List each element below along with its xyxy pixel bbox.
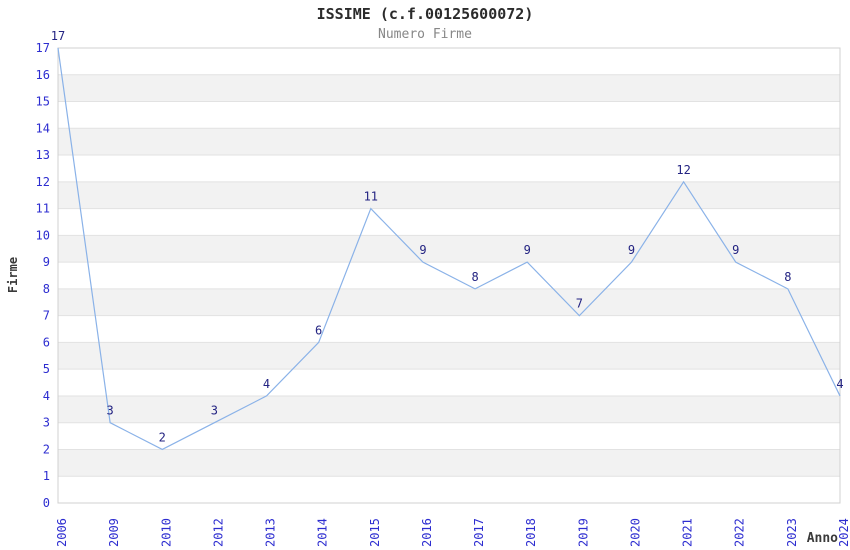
point-label: 2 <box>159 430 166 444</box>
grid-band <box>58 74 840 102</box>
chart-title: ISSIME (c.f.00125600072) <box>316 5 534 23</box>
y-tick-label: 8 <box>43 282 50 296</box>
x-tick-label: 2016 <box>420 518 434 547</box>
point-label: 3 <box>107 404 114 418</box>
point-label: 9 <box>524 243 531 257</box>
point-label: 12 <box>676 163 690 177</box>
x-tick-label: 2022 <box>733 518 747 547</box>
point-label: 9 <box>628 243 635 257</box>
y-tick-label: 4 <box>43 389 50 403</box>
point-label: 8 <box>471 270 478 284</box>
grid-band <box>58 181 840 209</box>
point-label: 11 <box>364 190 378 204</box>
x-tick-label: 2018 <box>524 518 538 547</box>
grid-band <box>58 288 840 316</box>
x-axis-title: Anno <box>806 531 838 546</box>
point-label: 8 <box>784 270 791 284</box>
y-tick-label: 6 <box>43 335 50 349</box>
point-label: 4 <box>263 377 270 391</box>
x-tick-label: 2013 <box>264 518 278 547</box>
x-tick-label: 2009 <box>107 518 121 547</box>
y-tick-label: 2 <box>43 442 50 456</box>
grid-band <box>58 235 840 263</box>
y-tick-label: 17 <box>36 41 50 55</box>
y-tick-label: 14 <box>36 121 50 135</box>
point-label: 17 <box>51 29 65 43</box>
x-tick-label: 2012 <box>211 518 225 547</box>
grid-band <box>58 395 840 423</box>
x-tick-label: 2024 <box>837 518 850 547</box>
x-tick-label: 2010 <box>159 518 173 547</box>
x-tick-label: 2021 <box>681 518 695 547</box>
y-tick-label: 12 <box>36 175 50 189</box>
chart-subtitle: Numero Firme <box>378 27 472 42</box>
grid-band <box>58 449 840 477</box>
y-tick-label: 15 <box>36 95 50 109</box>
data-line <box>57 47 841 451</box>
y-tick-label: 13 <box>36 148 50 162</box>
y-tick-label: 0 <box>43 496 50 510</box>
y-tick-label: 7 <box>43 309 50 323</box>
x-tick-label: 2015 <box>368 518 382 547</box>
y-tick-label: 5 <box>43 362 50 376</box>
x-tick-label: 2017 <box>472 518 486 547</box>
y-tick-label: 1 <box>43 469 50 483</box>
y-tick-label: 3 <box>43 416 50 430</box>
point-label: 4 <box>836 377 843 391</box>
point-label: 9 <box>419 243 426 257</box>
x-tick-label: 2023 <box>785 518 799 547</box>
point-label: 3 <box>211 404 218 418</box>
y-tick-label: 10 <box>36 228 50 242</box>
x-tick-label: 2006 <box>55 518 69 547</box>
y-tick-label: 16 <box>36 68 50 82</box>
point-label: 7 <box>576 297 583 311</box>
x-tick-label: 2014 <box>316 518 330 547</box>
x-tick-label: 2019 <box>576 518 590 547</box>
y-tick-label: 9 <box>43 255 50 269</box>
grid-band <box>58 342 840 370</box>
plot-border <box>57 47 841 504</box>
point-label: 9 <box>732 243 739 257</box>
y-tick-label: 11 <box>36 202 50 216</box>
x-tick-label: 2020 <box>628 518 642 547</box>
point-label: 6 <box>315 323 322 337</box>
grid-band <box>58 128 840 156</box>
